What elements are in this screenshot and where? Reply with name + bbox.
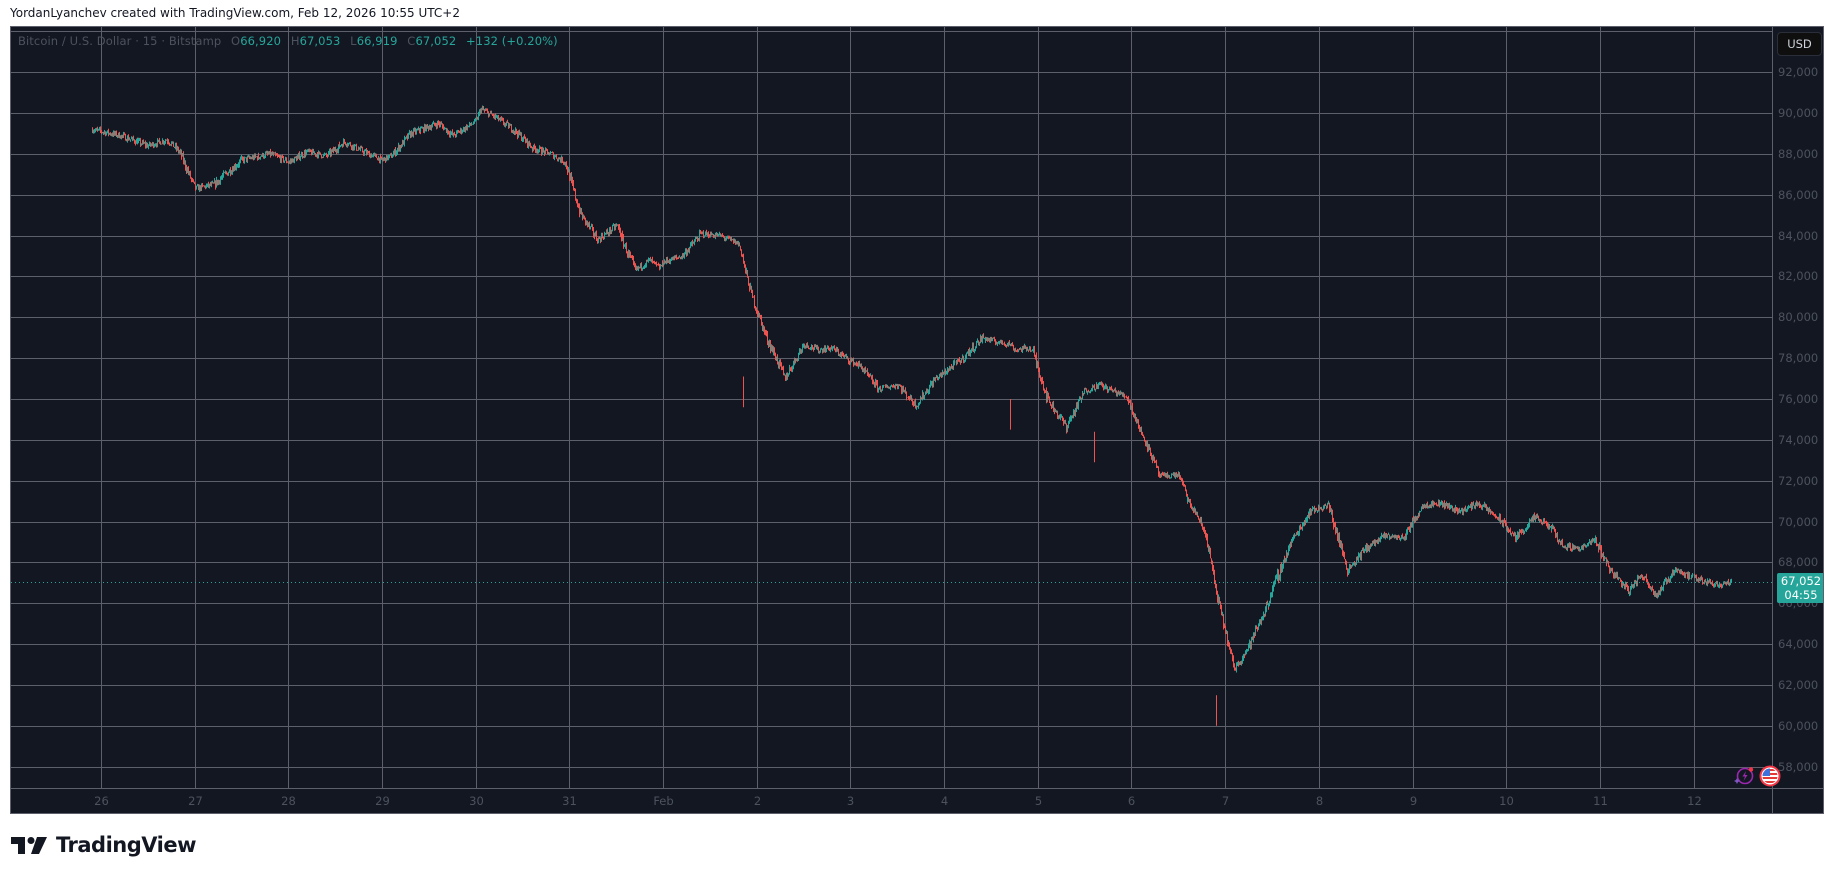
price-tick-label: 58,000 [1778, 759, 1819, 774]
tradingview-logo[interactable]: TradingView [11, 833, 196, 857]
time-tick-label: 27 [188, 794, 203, 808]
time-tick-label: 8 [1315, 794, 1324, 808]
time-tick-label: 26 [94, 794, 109, 808]
brand-name: TradingView [56, 833, 196, 857]
price-tick-label: 70,000 [1778, 514, 1819, 529]
time-tick-label: Feb [653, 794, 674, 808]
chart-pane[interactable]: Bitcoin / U.S. Dollar · 15 · Bitstamp O6… [10, 26, 1824, 814]
price-tick-label: 86,000 [1778, 187, 1819, 202]
time-tick-label: 7 [1221, 794, 1230, 808]
price-tick-label: 88,000 [1778, 146, 1819, 161]
time-tick-label: 9 [1409, 794, 1418, 808]
time-tick-label: 30 [469, 794, 484, 808]
chart-legend: Bitcoin / U.S. Dollar · 15 · Bitstamp O6… [18, 34, 558, 48]
time-tick-label: 5 [1034, 794, 1043, 808]
price-tick-label: 80,000 [1778, 309, 1819, 324]
last-price-tag: 67,052 04:55 [1777, 573, 1823, 603]
candlestick-chart[interactable] [11, 27, 1824, 814]
time-tick-label: 29 [375, 794, 390, 808]
time-tick-label: 6 [1127, 794, 1136, 808]
time-tick-label: 10 [1499, 794, 1514, 808]
low-value: 66,919 [356, 34, 398, 48]
tradingview-logo-icon [11, 836, 47, 854]
time-tick-label: 2 [753, 794, 762, 808]
time-tick-label: 4 [940, 794, 949, 808]
currency-button[interactable]: USD [1777, 32, 1822, 56]
bar-countdown: 04:55 [1784, 588, 1818, 602]
price-tick-label: 64,000 [1778, 636, 1819, 651]
open-value: 66,920 [240, 34, 282, 48]
price-tick-label: 76,000 [1778, 391, 1819, 406]
flash-news-icon[interactable] [1733, 765, 1755, 787]
time-tick-label: 31 [562, 794, 577, 808]
price-tick-label: 72,000 [1778, 473, 1819, 488]
price-tick-label: 82,000 [1778, 268, 1819, 283]
price-tick-label: 62,000 [1778, 677, 1819, 692]
price-tick-label: 60,000 [1778, 718, 1819, 733]
time-tick-label: 12 [1687, 794, 1702, 808]
price-tick-label: 68,000 [1778, 554, 1819, 569]
time-tick-label: 28 [281, 794, 296, 808]
price-tick-label: 90,000 [1778, 105, 1819, 120]
time-tick-label: 11 [1593, 794, 1608, 808]
price-tick-label: 78,000 [1778, 350, 1819, 365]
price-tick-label: 92,000 [1778, 64, 1819, 79]
high-value: 67,053 [299, 34, 341, 48]
us-flag-icon[interactable] [1759, 765, 1781, 787]
chart-credit: YordanLyanchev created with TradingView.… [10, 6, 460, 20]
open-label: O [231, 34, 241, 48]
close-value: 67,052 [415, 34, 457, 48]
low-label: L [350, 34, 357, 48]
close-label: C [407, 34, 416, 48]
chart-badges [1733, 765, 1781, 787]
symbol-title[interactable]: Bitcoin / U.S. Dollar · 15 · Bitstamp [18, 34, 222, 48]
price-tick-label: 84,000 [1778, 228, 1819, 243]
high-label: H [290, 34, 300, 48]
change-value: +132 (+0.20%) [466, 34, 558, 48]
last-price-value: 67,052 [1780, 574, 1822, 588]
time-tick-label: 3 [846, 794, 855, 808]
price-tick-label: 74,000 [1778, 432, 1819, 447]
